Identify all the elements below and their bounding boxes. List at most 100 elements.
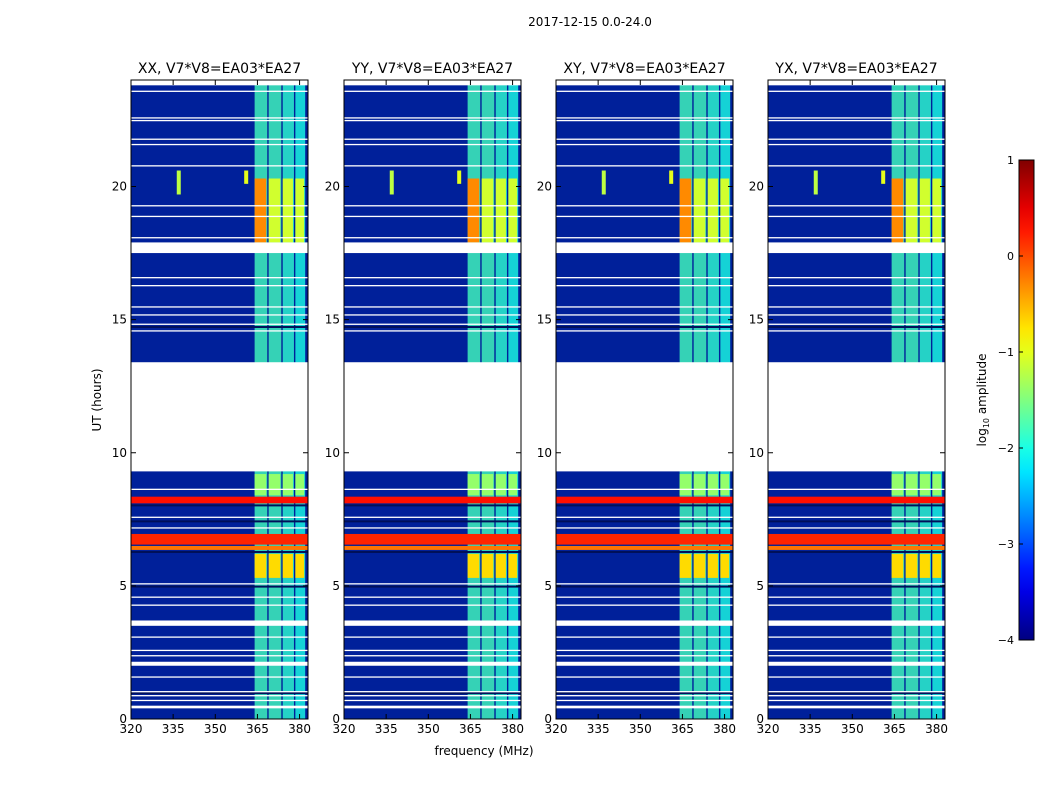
flagged-line — [131, 165, 308, 167]
y-tick-label: 0 — [756, 712, 764, 726]
bright-block — [254, 474, 267, 496]
flagged-gap — [768, 705, 945, 709]
colorbar-label: log10 amplitude — [975, 354, 991, 447]
rfi-band-3 — [768, 545, 945, 550]
feature — [813, 170, 818, 195]
x-tick-label: 320 — [333, 722, 356, 736]
flagged-gap — [556, 620, 733, 626]
bright-block — [268, 474, 281, 496]
flagged-line — [768, 691, 945, 693]
bright-block — [467, 474, 480, 496]
panel-frame — [767, 79, 946, 720]
rfi-band-3 — [556, 545, 733, 550]
y-tick-label: 10 — [325, 446, 340, 460]
flagged-gap — [556, 705, 733, 709]
flagged-line — [556, 655, 733, 657]
flagged-line — [131, 138, 308, 140]
flagged-line — [768, 527, 945, 529]
flagged-line — [768, 165, 945, 167]
bright-block — [481, 178, 494, 243]
bright-block — [891, 553, 904, 578]
x-tick-label: 380 — [713, 722, 736, 736]
flagged-line — [344, 583, 521, 585]
dark-stripe — [768, 550, 945, 553]
flagged-line — [344, 323, 521, 325]
bright-block — [919, 178, 930, 243]
dark-stripe — [344, 326, 521, 329]
flagged-line — [131, 215, 308, 218]
flagged-gap — [344, 80, 521, 86]
x-tick-label: 365 — [671, 722, 694, 736]
panel-frame — [343, 79, 522, 720]
flagged-gap — [344, 242, 521, 254]
flagged-line — [768, 90, 945, 92]
panel-2: YY, V7*V8=EA03*EA27 320 335 350 365 380 0 5 10 15… — [325, 61, 524, 736]
flagged-line — [768, 488, 945, 490]
y-tick-label: 15 — [112, 313, 127, 327]
flagged-line — [344, 516, 521, 518]
dark-stripe — [768, 504, 945, 507]
flagged-line — [131, 527, 308, 529]
heatmap-area — [131, 80, 308, 719]
bright-block — [268, 553, 281, 578]
flagged-line — [131, 205, 308, 207]
dark-stripe — [131, 692, 308, 695]
y-tick-label: 15 — [325, 313, 340, 327]
flagged-line — [344, 636, 521, 638]
flagged-gap — [768, 80, 945, 86]
bright-block — [919, 474, 930, 496]
heatmap-area — [768, 80, 945, 719]
flagged-gap — [768, 242, 945, 254]
bright-block — [693, 553, 706, 578]
feature — [601, 170, 606, 195]
y-tick-label: 5 — [544, 579, 552, 593]
feature — [389, 170, 394, 195]
flagged-line — [556, 699, 733, 702]
bright-block — [254, 553, 267, 578]
dark-stripe — [131, 326, 308, 329]
bright-block — [905, 553, 918, 578]
rfi-band-2 — [556, 533, 733, 545]
bright-block — [295, 178, 305, 243]
rfi-band-1 — [344, 496, 521, 504]
panel-1: XX, V7*V8=EA03*EA27 320 335 350 365 380 0 5 10 15… — [112, 61, 311, 736]
flagged-line — [556, 314, 733, 316]
panel-frame — [555, 79, 734, 720]
flagged-line — [131, 306, 308, 308]
colorbar-tick-label: −2 — [998, 442, 1014, 455]
flagged-line — [344, 237, 521, 239]
dark-stripe — [556, 326, 733, 329]
flagged-line — [768, 323, 945, 325]
bright-block — [282, 553, 293, 578]
flagged-line — [768, 285, 945, 287]
dark-stripe — [768, 585, 945, 588]
flagged-line — [768, 138, 945, 140]
feature — [669, 170, 674, 184]
x-tick-label: 380 — [925, 722, 948, 736]
flagged-line — [344, 676, 521, 678]
flagged-line — [556, 691, 733, 693]
colorbar: −4 −3 −2 −1 0 1 log10 amplitude — [975, 154, 1035, 647]
flagged-line — [768, 237, 945, 239]
flagged-line — [768, 676, 945, 678]
heatmap-area — [344, 80, 521, 719]
flagged-line — [131, 695, 308, 697]
x-tick-label: 320 — [120, 722, 143, 736]
panel-title: XX, V7*V8=EA03*EA27 — [138, 61, 301, 77]
rfi-band-1 — [131, 496, 308, 504]
flagged-line — [344, 488, 521, 490]
flagged-line — [344, 649, 521, 652]
bright-block — [467, 553, 480, 578]
bright-block — [508, 553, 518, 578]
bright-block — [693, 474, 706, 496]
flagged-line — [768, 516, 945, 518]
flagged-line — [556, 330, 733, 332]
bright-block — [905, 474, 918, 496]
flagged-line — [344, 117, 521, 119]
flagged-line — [556, 636, 733, 638]
rfi-band-3 — [131, 545, 308, 550]
x-tick-label: 365 — [246, 722, 269, 736]
flagged-line — [131, 277, 308, 279]
feature — [457, 170, 462, 184]
